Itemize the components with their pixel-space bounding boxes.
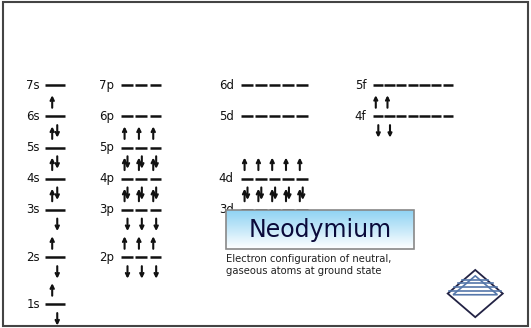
Text: 5s: 5s (27, 141, 40, 154)
Bar (226, 232, 414, 233)
Bar (226, 225, 414, 226)
Bar (226, 213, 414, 214)
Text: 4s: 4s (26, 172, 40, 185)
Bar (226, 242, 414, 243)
Bar (226, 238, 414, 239)
Text: 3p: 3p (99, 203, 114, 216)
Bar (226, 226, 414, 227)
Bar (226, 240, 414, 241)
Text: 7s: 7s (26, 79, 40, 92)
Bar (226, 233, 414, 234)
Bar (226, 243, 414, 244)
Bar (226, 210, 414, 249)
Text: 3s: 3s (27, 203, 40, 216)
Bar (226, 228, 414, 229)
Bar (226, 216, 414, 217)
Bar (226, 215, 414, 216)
Text: Neodymium: Neodymium (249, 217, 391, 242)
Text: 4d: 4d (219, 172, 234, 185)
Text: 6s: 6s (26, 110, 40, 123)
Bar (226, 229, 414, 230)
Text: 5d: 5d (219, 110, 234, 123)
Bar (226, 241, 414, 242)
Bar (226, 246, 414, 247)
Bar (226, 239, 414, 240)
Bar (226, 247, 414, 248)
Bar (226, 219, 414, 220)
Text: 3d: 3d (219, 203, 234, 216)
Bar (226, 234, 414, 235)
Bar (226, 217, 414, 218)
Text: 2p: 2p (99, 251, 114, 264)
Bar (226, 211, 414, 212)
Text: 2s: 2s (26, 251, 40, 264)
Text: 6p: 6p (99, 110, 114, 123)
Text: Electron configuration of neutral,
gaseous atoms at ground state: Electron configuration of neutral, gaseo… (226, 254, 391, 276)
Bar (226, 218, 414, 219)
Bar (226, 223, 414, 224)
Text: 6d: 6d (219, 79, 234, 92)
Bar (226, 210, 414, 211)
Bar (226, 212, 414, 213)
Bar (226, 236, 414, 237)
Text: 5f: 5f (355, 79, 366, 92)
Bar (226, 231, 414, 232)
Bar (226, 224, 414, 225)
Text: 4p: 4p (99, 172, 114, 185)
Bar (226, 222, 414, 223)
Bar (226, 220, 414, 221)
Bar (226, 227, 414, 228)
Bar (226, 214, 414, 215)
Bar (226, 244, 414, 245)
Text: 5p: 5p (99, 141, 114, 154)
Bar (226, 235, 414, 236)
Bar (226, 221, 414, 222)
Bar (226, 245, 414, 246)
Bar (226, 248, 414, 249)
Text: 1s: 1s (26, 298, 40, 311)
Bar (226, 237, 414, 238)
Bar (226, 230, 414, 231)
Text: 4f: 4f (355, 110, 366, 123)
Text: 7p: 7p (99, 79, 114, 92)
